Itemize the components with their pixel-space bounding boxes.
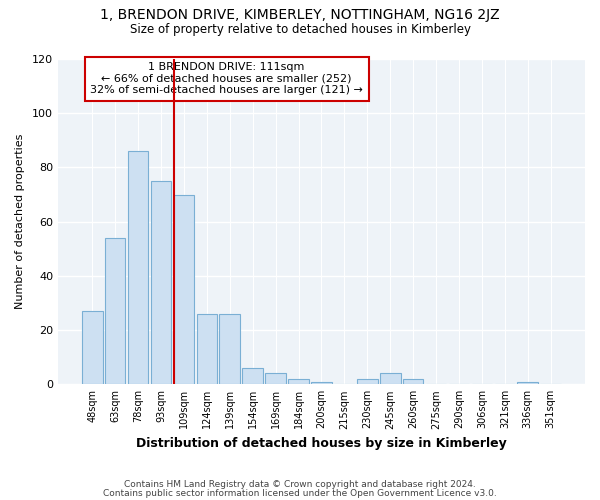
Bar	[517, 382, 538, 384]
Bar	[82, 311, 103, 384]
Bar	[288, 379, 309, 384]
Bar	[242, 368, 263, 384]
Bar	[403, 379, 424, 384]
Text: 1, BRENDON DRIVE, KIMBERLEY, NOTTINGHAM, NG16 2JZ: 1, BRENDON DRIVE, KIMBERLEY, NOTTINGHAM,…	[100, 8, 500, 22]
Bar	[197, 314, 217, 384]
X-axis label: Distribution of detached houses by size in Kimberley: Distribution of detached houses by size …	[136, 437, 507, 450]
Bar	[311, 382, 332, 384]
Bar	[151, 181, 171, 384]
Y-axis label: Number of detached properties: Number of detached properties	[15, 134, 25, 310]
Bar	[105, 238, 125, 384]
Bar	[220, 314, 240, 384]
Bar	[128, 151, 148, 384]
Bar	[357, 379, 377, 384]
Bar	[173, 194, 194, 384]
Text: 1 BRENDON DRIVE: 111sqm
← 66% of detached houses are smaller (252)
32% of semi-d: 1 BRENDON DRIVE: 111sqm ← 66% of detache…	[90, 62, 363, 96]
Bar	[265, 374, 286, 384]
Bar	[380, 374, 401, 384]
Text: Contains HM Land Registry data © Crown copyright and database right 2024.: Contains HM Land Registry data © Crown c…	[124, 480, 476, 489]
Text: Size of property relative to detached houses in Kimberley: Size of property relative to detached ho…	[130, 22, 470, 36]
Text: Contains public sector information licensed under the Open Government Licence v3: Contains public sector information licen…	[103, 488, 497, 498]
